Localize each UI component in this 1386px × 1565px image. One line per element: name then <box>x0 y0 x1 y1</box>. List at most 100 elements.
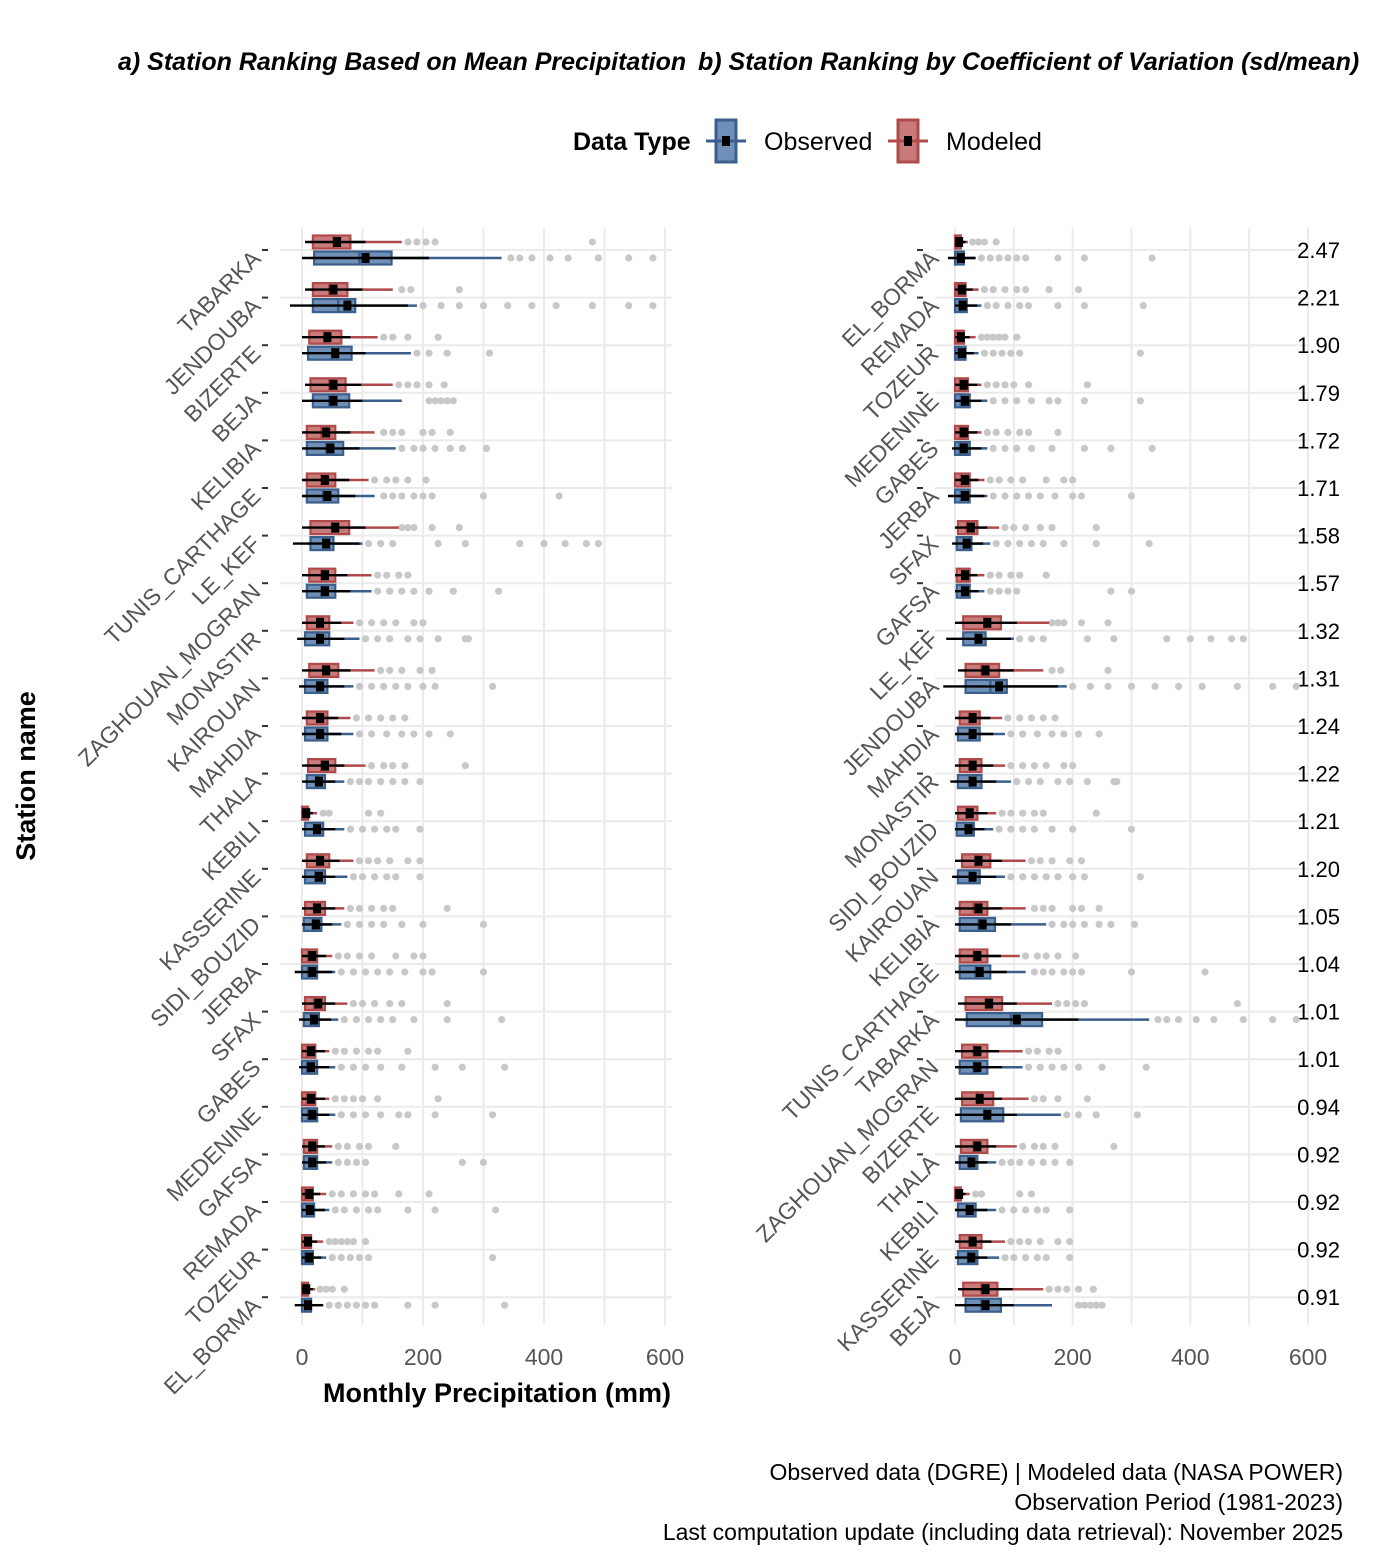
outlier-point <box>404 333 412 341</box>
outlier-point <box>1207 635 1215 643</box>
outlier-point <box>446 428 454 436</box>
outlier-point <box>355 730 364 738</box>
outlier-point <box>1069 762 1077 770</box>
mean-marker <box>978 919 987 930</box>
outlier-point <box>383 825 391 833</box>
outlier-point <box>371 1190 379 1198</box>
observed-boxplot <box>297 631 472 647</box>
outlier-point <box>392 476 400 484</box>
outlier-point <box>1210 1016 1218 1024</box>
outlier-point <box>974 238 983 246</box>
outlier-point <box>1027 1158 1036 1166</box>
outlier-point <box>1080 873 1089 881</box>
outlier-point <box>392 682 400 691</box>
outlier-point <box>334 1301 342 1309</box>
outlier-point <box>1033 1047 1041 1055</box>
observed-boxplot <box>300 1249 497 1266</box>
observed-boxplot <box>298 1059 509 1075</box>
mean-marker <box>968 713 977 723</box>
outlier-point <box>1019 762 1027 770</box>
outlier-point <box>404 238 412 246</box>
modeled-boxplot <box>955 1138 1118 1155</box>
outlier-point <box>1154 1016 1162 1024</box>
outlier-point <box>352 1047 361 1055</box>
outlier-point <box>1092 809 1100 817</box>
outlier-point <box>1054 873 1062 881</box>
modeled-boxplot <box>302 567 412 583</box>
outlier-point <box>1074 730 1083 738</box>
outlier-point <box>367 762 376 770</box>
outlier-point <box>377 1111 385 1119</box>
outlier-point <box>1039 904 1047 913</box>
outlier-point <box>407 286 415 294</box>
outlier-point <box>1013 254 1021 262</box>
outlier-point <box>1013 397 1021 405</box>
mean-marker <box>973 1141 982 1152</box>
outlier-point <box>386 857 394 865</box>
outlier-point <box>371 1000 379 1008</box>
station-group-kasserine: KASSERINE <box>154 853 424 975</box>
outlier-point <box>1016 635 1024 643</box>
outlier-point <box>1048 619 1056 627</box>
outlier-point <box>1010 1206 1018 1214</box>
outlier-point <box>377 1016 385 1024</box>
outlier-point <box>1069 476 1077 484</box>
mean-marker <box>961 570 970 581</box>
observed-boxplot <box>955 1011 1300 1028</box>
outlier-point <box>404 1047 412 1055</box>
outlier-point <box>449 587 457 595</box>
outlier-point <box>989 444 997 452</box>
outlier-point <box>1080 397 1089 405</box>
outlier-point <box>1027 857 1036 865</box>
cv-value: 0.92 <box>1297 1190 1340 1215</box>
outlier-point <box>1007 349 1015 357</box>
outlier-point <box>1001 381 1009 389</box>
mean-marker <box>308 967 317 977</box>
outlier-point <box>980 238 989 246</box>
outlier-point <box>416 873 424 881</box>
outlier-point <box>361 635 370 643</box>
mean-marker <box>965 808 974 819</box>
outlier-point <box>355 920 364 929</box>
outlier-point <box>989 349 997 357</box>
outlier-point <box>1077 857 1086 865</box>
outlier-point <box>358 1000 367 1008</box>
outlier-point <box>458 1063 466 1071</box>
outlier-point <box>1077 492 1086 500</box>
outlier-point <box>507 254 515 262</box>
outlier-point <box>389 778 397 786</box>
modeled-boxplot <box>302 662 436 679</box>
mean-marker <box>316 633 325 644</box>
outlier-point <box>1036 857 1044 865</box>
outlier-point <box>1051 1142 1059 1150</box>
outlier-point <box>1077 968 1086 976</box>
outlier-point <box>1022 254 1030 262</box>
outlier-point <box>1054 1238 1062 1246</box>
mean-marker <box>314 871 323 882</box>
outlier-point <box>355 619 364 627</box>
outlier-point <box>431 1206 439 1214</box>
cv-value: 1.21 <box>1297 809 1340 834</box>
outlier-point <box>1127 682 1136 691</box>
outlier-point <box>479 920 488 929</box>
outlier-point <box>528 302 536 310</box>
outlier-point <box>371 825 379 833</box>
modeled-boxplot <box>957 995 1241 1012</box>
modeled-boxplot <box>300 1186 433 1202</box>
cv-value: 0.94 <box>1297 1095 1340 1120</box>
outlier-point <box>482 444 491 452</box>
outlier-point <box>380 762 388 770</box>
outlier-point <box>1136 397 1144 405</box>
outlier-point <box>1066 778 1074 786</box>
outlier-point <box>352 1016 361 1024</box>
outlier-point <box>346 904 354 913</box>
outlier-point <box>1092 524 1100 532</box>
outlier-point <box>1013 492 1021 500</box>
cv-value: 1.22 <box>1297 762 1340 787</box>
outlier-point <box>1130 920 1139 929</box>
mean-marker <box>968 871 977 882</box>
outlier-point <box>437 302 445 310</box>
cv-value: 2.21 <box>1297 286 1340 311</box>
outlier-point <box>989 333 997 341</box>
outlier-point <box>1069 904 1077 913</box>
